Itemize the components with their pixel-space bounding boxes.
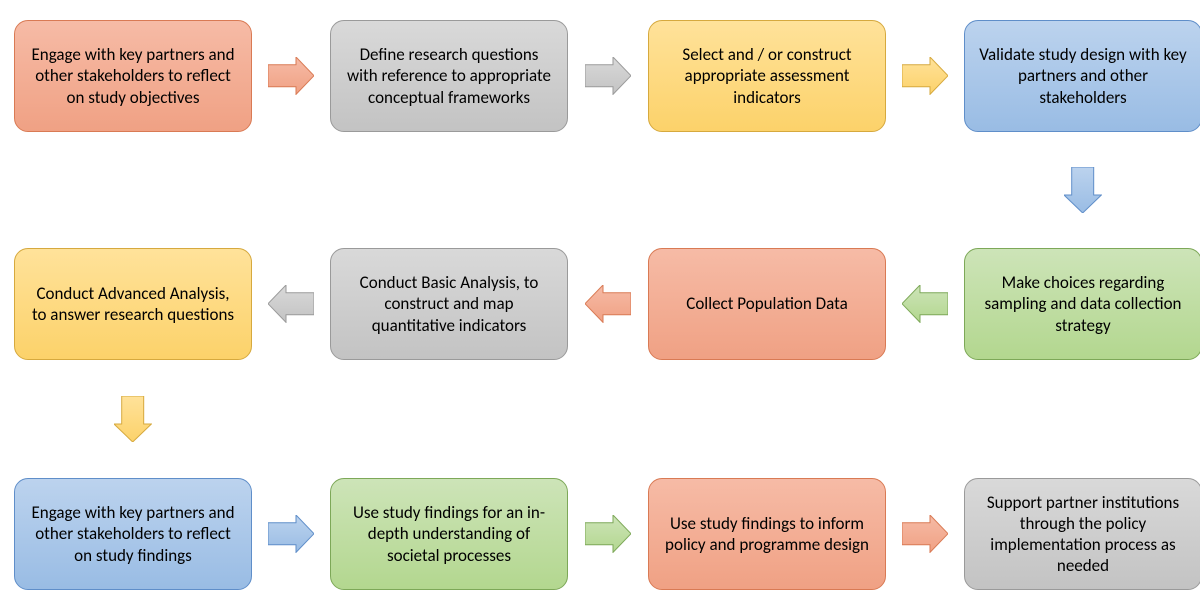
flowchart-node-n4: Validate study design with key partners …: [964, 20, 1200, 132]
flowchart-node-n3: Select and / or construct appropriate as…: [648, 20, 886, 132]
flowchart-arrow-n6-n7: [585, 285, 631, 322]
flowchart-node-label: Conduct Basic Analysis, to construct and…: [345, 272, 553, 336]
flowchart-node-n12: Support partner institutions through the…: [964, 478, 1200, 590]
flowchart-arrow-n7-n8: [268, 285, 314, 322]
flowchart-node-label: Collect Population Data: [686, 293, 847, 314]
flowchart-node-label: Validate study design with key partners …: [979, 44, 1187, 108]
flowchart-node-n2: Define research questions with reference…: [330, 20, 568, 132]
flowchart-node-label: Support partner institutions through the…: [979, 492, 1187, 577]
flowchart-node-label: Make choices regarding sampling and data…: [979, 272, 1187, 336]
flowchart-arrow-n10-n11: [585, 515, 631, 552]
flowchart-canvas: Engage with key partners and other stake…: [0, 0, 1200, 613]
flowchart-node-label: Select and / or construct appropriate as…: [663, 44, 871, 108]
flowchart-node-n7: Conduct Basic Analysis, to construct and…: [330, 248, 568, 360]
flowchart-arrow-n5-n6: [902, 285, 948, 322]
flowchart-node-n10: Use study findings for an in-depth under…: [330, 478, 568, 590]
flowchart-node-label: Engage with key partners and other stake…: [29, 44, 237, 108]
flowchart-node-label: Use study findings for an in-depth under…: [345, 502, 553, 566]
flowchart-node-n9: Engage with key partners and other stake…: [14, 478, 252, 590]
flowchart-node-n8: Conduct Advanced Analysis, to answer res…: [14, 248, 252, 360]
flowchart-arrow-n8-n9: [114, 396, 151, 442]
flowchart-node-label: Engage with key partners and other stake…: [29, 502, 237, 566]
flowchart-arrow-n4-n5: [1064, 167, 1101, 213]
flowchart-node-label: Define research questions with reference…: [345, 44, 553, 108]
flowchart-arrow-n1-n2: [268, 57, 314, 94]
flowchart-arrow-n11-n12: [902, 515, 948, 552]
flowchart-arrow-n9-n10: [268, 515, 314, 552]
flowchart-node-n5: Make choices regarding sampling and data…: [964, 248, 1200, 360]
flowchart-arrow-n2-n3: [585, 57, 631, 94]
flowchart-node-label: Use study findings to inform policy and …: [663, 513, 871, 556]
flowchart-node-label: Conduct Advanced Analysis, to answer res…: [29, 283, 237, 326]
flowchart-node-n6: Collect Population Data: [648, 248, 886, 360]
flowchart-node-n1: Engage with key partners and other stake…: [14, 20, 252, 132]
flowchart-node-n11: Use study findings to inform policy and …: [648, 478, 886, 590]
flowchart-arrow-n3-n4: [902, 57, 948, 94]
